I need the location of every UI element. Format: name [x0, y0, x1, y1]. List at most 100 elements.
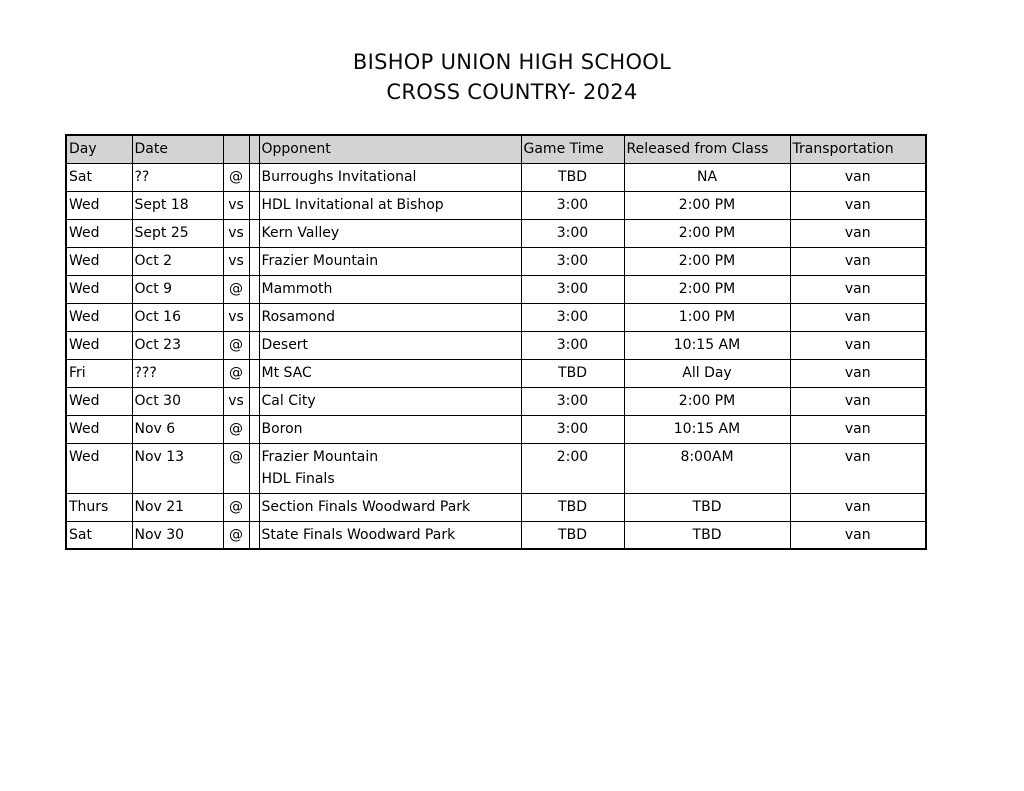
cell-date: Sept 18 [131, 190, 224, 220]
cell-released-from-class: 10:15 AM [623, 330, 791, 360]
cell-day: Wed [65, 302, 133, 332]
document-title: BISHOP UNION HIGH SCHOOL CROSS COUNTRY- … [0, 47, 1024, 107]
cell-opponent: Mammoth [258, 274, 522, 304]
cell-opponent: Kern Valley [258, 218, 522, 248]
cell-spacer [248, 302, 260, 332]
schedule-row: Thurs Nov 21 @ Section Finals Woodward Park… [65, 492, 927, 522]
cell-date: Oct 30 [131, 386, 224, 416]
cell-game-time: TBD [520, 162, 625, 192]
opponent-line-1: Cal City [261, 392, 316, 409]
cell-spacer [248, 274, 260, 304]
schedule-row: Wed Nov 6 @ Boron 3:00 10:15 AM van [65, 414, 927, 444]
cell-transportation: van [789, 274, 927, 304]
cell-date: Oct 9 [131, 274, 224, 304]
cell-day: Wed [65, 274, 133, 304]
cell-at-vs: @ [222, 442, 250, 494]
cell-at-vs: @ [222, 358, 250, 388]
cell-spacer [248, 442, 260, 494]
cell-released-from-class: 2:00 PM [623, 218, 791, 248]
schedule-row: Wed Sept 25 vs Kern Valley 3:00 2:00 PM van [65, 218, 927, 248]
cell-game-time: 3:00 [520, 330, 625, 360]
cell-opponent: Mt SAC [258, 358, 522, 388]
cell-day: Wed [65, 190, 133, 220]
opponent-line-1: Mt SAC [261, 364, 312, 381]
cell-opponent: Rosamond [258, 302, 522, 332]
cell-spacer [248, 520, 260, 550]
cell-spacer [248, 492, 260, 522]
opponent-line-1: Kern Valley [261, 224, 340, 241]
cell-released-from-class: 2:00 PM [623, 246, 791, 276]
cell-at-vs: @ [222, 274, 250, 304]
cell-date: Nov 6 [131, 414, 224, 444]
header-released-from-class: Released from Class [623, 134, 791, 164]
cell-opponent: State Finals Woodward Park [258, 520, 522, 550]
cell-at-vs: vs [222, 386, 250, 416]
header-day: Day [65, 134, 133, 164]
cell-at-vs: @ [222, 414, 250, 444]
cell-transportation: van [789, 330, 927, 360]
cell-spacer [248, 190, 260, 220]
header-transportation: Transportation [789, 134, 927, 164]
cell-day: Wed [65, 386, 133, 416]
schedule-row: Fri??? @ Mt SAC TBD All Day van [65, 358, 927, 388]
cell-transportation: van [789, 218, 927, 248]
opponent-line-1: Frazier Mountain [261, 252, 379, 269]
cell-opponent: Section Finals Woodward Park [258, 492, 522, 522]
cell-day: Fri [65, 358, 133, 388]
cell-day: Wed [65, 442, 133, 494]
cell-spacer [248, 330, 260, 360]
cell-game-time: 2:00 [520, 442, 625, 494]
cell-opponent: HDL Invitational at Bishop [258, 190, 522, 220]
opponent-line-2: HDL Finals [261, 470, 335, 487]
cell-date: Nov 13 [131, 442, 224, 494]
title-line-1: BISHOP UNION HIGH SCHOOL [352, 50, 672, 74]
cell-released-from-class: All Day [623, 358, 791, 388]
header-spacer [248, 134, 260, 164]
cell-day: Sat [65, 162, 133, 192]
schedule-row: Wed Oct 16 vs Rosamond 3:00 1:00 PM van [65, 302, 927, 332]
cell-at-vs: vs [222, 302, 250, 332]
opponent-line-1: Rosamond [261, 308, 336, 325]
schedule-row: Wed Nov 13 @ Frazier Mountain HDL Finals 2:00… [65, 442, 927, 494]
cell-released-from-class: 10:15 AM [623, 414, 791, 444]
cell-day: Wed [65, 414, 133, 444]
opponent-line-1: Boron [261, 420, 303, 437]
cell-at-vs: vs [222, 218, 250, 248]
cell-day: Wed [65, 330, 133, 360]
cell-game-time: 3:00 [520, 246, 625, 276]
cell-released-from-class: 1:00 PM [623, 302, 791, 332]
cell-released-from-class: TBD [623, 492, 791, 522]
cell-at-vs: @ [222, 520, 250, 550]
cell-spacer [248, 414, 260, 444]
cell-at-vs: vs [222, 246, 250, 276]
cell-opponent: Boron [258, 414, 522, 444]
header-opponent: Opponent [258, 134, 522, 164]
cell-game-time: 3:00 [520, 414, 625, 444]
opponent-line-1: Desert [261, 336, 309, 353]
opponent-line-1: Mammoth [261, 280, 333, 297]
cell-opponent: Frazier Mountain [258, 246, 522, 276]
cell-at-vs: @ [222, 162, 250, 192]
cell-transportation: van [789, 386, 927, 416]
cell-date: ?? [131, 162, 224, 192]
schedule-row: Wed Oct 9 @ Mammoth 3:00 2:00 PM van [65, 274, 927, 304]
cell-released-from-class: 2:00 PM [623, 190, 791, 220]
cell-game-time: 3:00 [520, 218, 625, 248]
cell-transportation: van [789, 246, 927, 276]
cell-opponent: Cal City [258, 386, 522, 416]
cell-transportation: van [789, 492, 927, 522]
cell-day: Thurs [65, 492, 133, 522]
cell-game-time: 3:00 [520, 302, 625, 332]
opponent-line-1: State Finals Woodward Park [261, 526, 456, 543]
schedule-row: Wed Oct 30 vs Cal City 3:00 2:00 PM van [65, 386, 927, 416]
schedule-row: Sat?? @ Burroughs Invitational TBD NA van [65, 162, 927, 192]
opponent-line-1: Burroughs Invitational [261, 168, 417, 185]
header-row: Day Date Opponent Game Time Released fro… [65, 134, 927, 164]
cell-game-time: 3:00 [520, 190, 625, 220]
cell-spacer [248, 246, 260, 276]
cell-released-from-class: 2:00 PM [623, 274, 791, 304]
header-date: Date [131, 134, 224, 164]
cell-released-from-class: NA [623, 162, 791, 192]
cell-game-time: TBD [520, 492, 625, 522]
cell-game-time: 3:00 [520, 274, 625, 304]
